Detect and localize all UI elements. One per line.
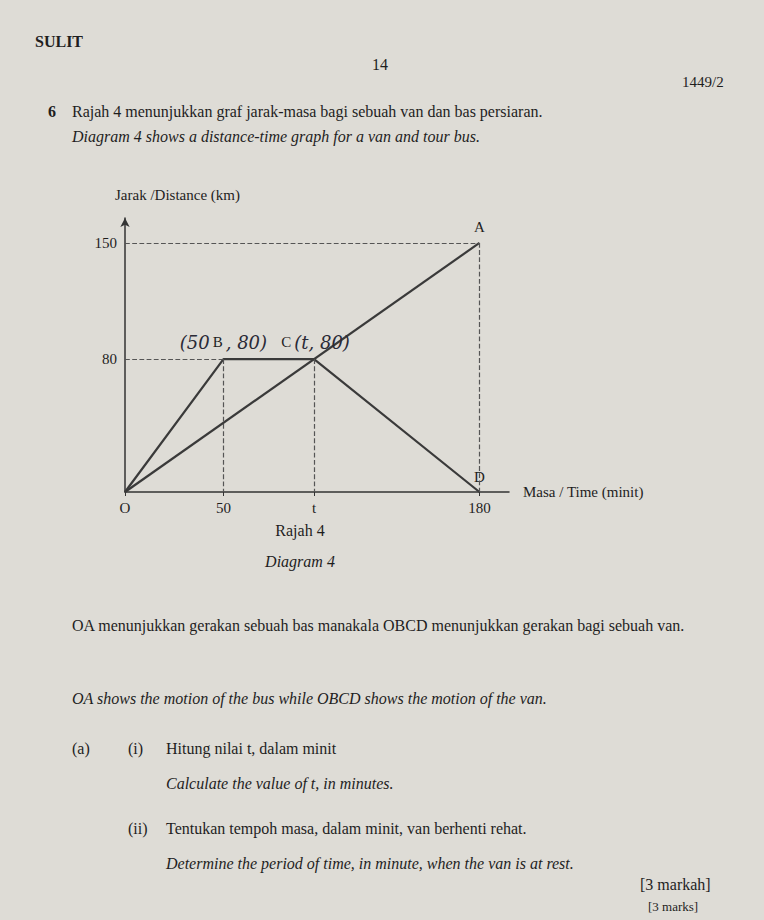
html-text:14: 14 [372, 56, 388, 73]
html-text:Rajah 4: Rajah 4 [275, 522, 325, 539]
html-text:1449/2: 1449/2 [682, 74, 724, 90]
svg-text:D: D [474, 468, 485, 485]
html-text:(a): (a) [72, 740, 90, 757]
svg-text:180: 180 [468, 500, 491, 516]
html-text:Rajah 4 menunjukkan graf jarak: Rajah 4 menunjukkan graf jarak-masa bagi… [72, 103, 543, 120]
html-text:Hitung nilai t, dalam minit: Hitung nilai t, dalam minit [166, 740, 337, 757]
html-text:(i): (i) [128, 740, 144, 757]
html-text:Diagram 4 shows a distance-tim: Diagram 4 shows a distance-time graph fo… [72, 128, 480, 145]
html-text:Tentukan tempoh masa, dalam mi: Tentukan tempoh masa, dalam minit, van b… [166, 820, 527, 837]
svg-text:C: C [281, 334, 291, 350]
svg-text:(t, 80): (t, 80) [294, 332, 350, 353]
svg-text:(50: (50 [180, 332, 210, 353]
html-text:Calculate the value of t, in m: Calculate the value of t, in minutes. [166, 775, 394, 792]
svg-text:t: t [312, 500, 317, 516]
html-text:Determine the period of time,: Determine the period of time, in minute,… [166, 855, 574, 872]
svg-text:Masa / Time (minit): Masa / Time (minit) [523, 484, 643, 501]
html-text:OA menunjukkan gerakan sebuah: OA menunjukkan gerakan sebuah bas manaka… [72, 617, 685, 634]
svg-text:50: 50 [216, 500, 231, 516]
html-text:(ii): (ii) [128, 820, 148, 837]
svg-text:, 80): , 80) [226, 332, 267, 353]
html-text:[3 markah]: [3 markah] [640, 876, 711, 893]
html-text:6: 6 [48, 103, 56, 120]
svg-text:Jarak /Distance (km): Jarak /Distance (km) [115, 187, 240, 204]
html-text:OA shows the motion of the bus: OA shows the motion of the bus while OBC… [72, 690, 547, 707]
svg-text:O: O [120, 500, 131, 516]
svg-text:150: 150 [95, 235, 118, 251]
svg-text:B: B [213, 334, 223, 350]
svg-text:80: 80 [102, 351, 117, 367]
html-text:Diagram 4: Diagram 4 [265, 553, 335, 570]
html-text:SULIT: SULIT [35, 33, 83, 50]
svg-text:A: A [474, 219, 485, 235]
html-text:[3 marks]: [3 marks] [648, 899, 699, 914]
